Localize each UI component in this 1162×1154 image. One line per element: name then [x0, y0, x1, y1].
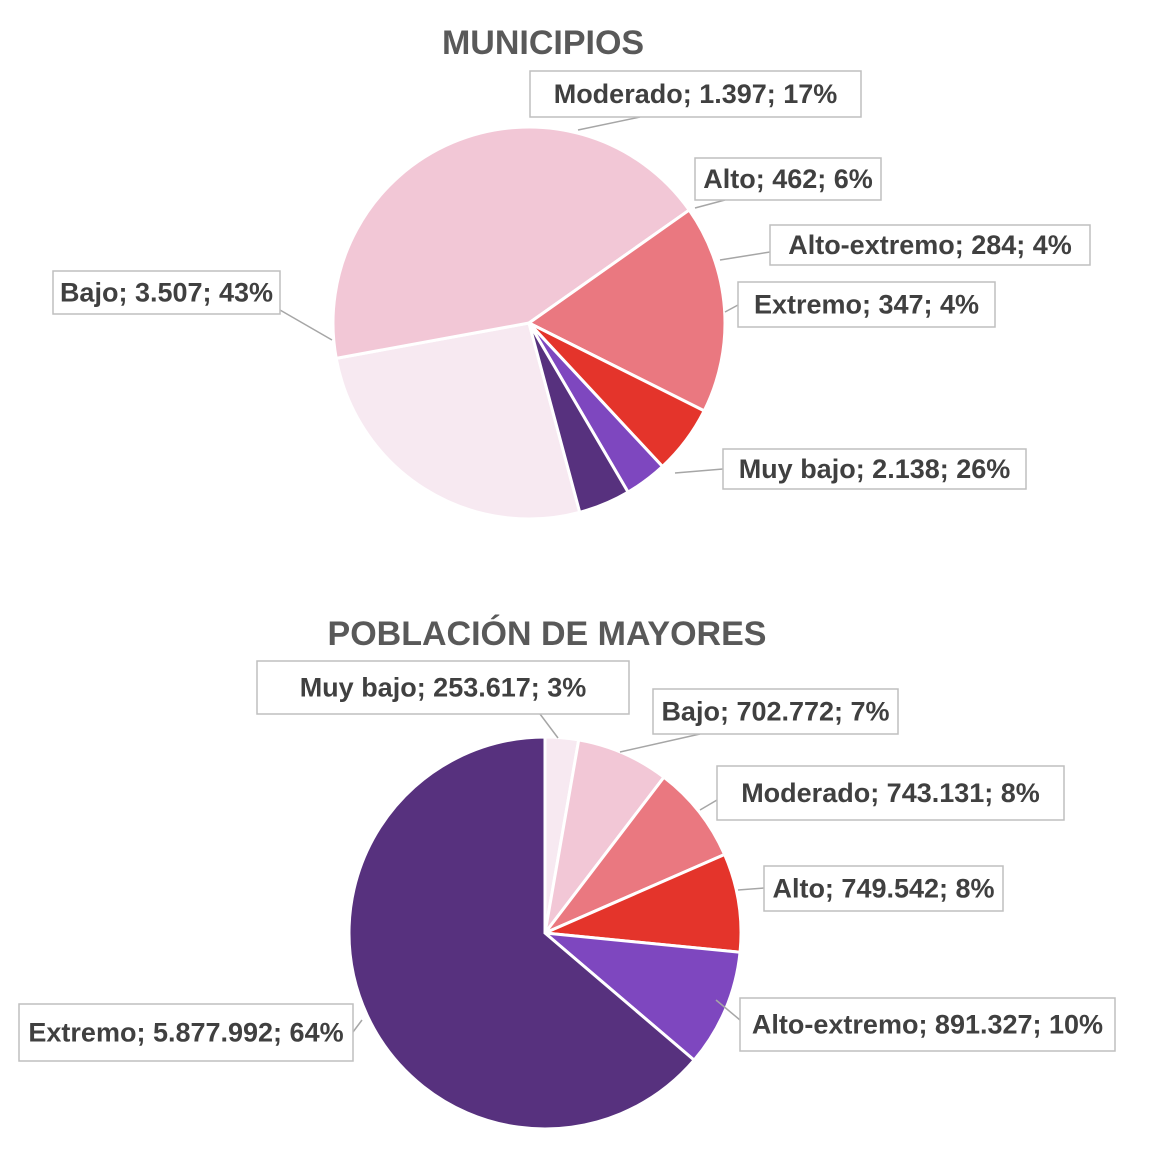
data-label-moderado: Moderado; 1.397; 17% [554, 79, 838, 109]
data-label-box-alto-extremo [739, 997, 1116, 1052]
pie-poblacion-mayores: Muy bajo; 253.617; 3% Bajo; 702.772; 7% Mo… [18, 660, 1116, 1131]
leader-line-muy-bajo [674, 468, 724, 474]
leader-line-bajo [619, 733, 701, 753]
data-label-extremo: Extremo; 5.877.992; 64% [28, 1018, 343, 1048]
leader-line-moderado [577, 116, 641, 131]
data-label-box-bajo [52, 270, 281, 315]
data-label-box-alto-extremo [769, 224, 1091, 266]
data-label-box-extremo [18, 1003, 354, 1062]
data-label-moderado: Moderado; 743.131; 8% [741, 778, 1040, 808]
data-label-bajo: Bajo; 702.772; 7% [661, 697, 889, 727]
leader-line-alto-extremo [715, 999, 741, 1021]
data-label-muy-bajo: Muy bajo; 253.617; 3% [300, 673, 587, 703]
pie-municipios: Muy bajo; 2.138; 26% Bajo; 3.507; 43% Mode… [52, 70, 1091, 521]
data-label-extremo: Extremo; 347; 4% [754, 290, 979, 320]
data-label-alto: Alto; 749.542; 8% [772, 874, 994, 904]
pie-slice-extremo [527, 322, 631, 515]
pie-slice-alto-extremo [540, 931, 742, 1063]
pie-slice-bajo [543, 738, 667, 934]
pie-slice-muy-bajo [334, 321, 582, 521]
leader-line-bajo [279, 309, 333, 341]
leader-line-alto [737, 887, 765, 891]
data-label-box-moderado [716, 765, 1065, 821]
leader-line-muy-bajo [539, 713, 559, 739]
pie-slice-bajo [331, 125, 692, 361]
chart-title-municipios: MUNICIPIOS [442, 24, 644, 62]
pie-slice-extremo [347, 735, 697, 1131]
data-label-box-alto [763, 865, 1004, 912]
data-label-box-extremo [737, 281, 996, 328]
data-label-bajo: Bajo; 3.507; 43% [60, 278, 273, 308]
data-label-box-bajo [652, 688, 899, 735]
chart-title-poblacion: POBLACIÓN DE MAYORES [328, 615, 767, 653]
leader-line-alto [694, 199, 726, 209]
pie-slice-moderado [526, 207, 727, 413]
leader-line-extremo [352, 1019, 363, 1033]
data-label-alto-extremo: Alto-extremo; 284; 4% [788, 230, 1072, 260]
data-label-alto: Alto; 462; 6% [703, 164, 873, 194]
data-label-box-moderado [529, 70, 862, 118]
leader-line-alto-extremo [719, 251, 771, 261]
pie-slice-moderado [540, 775, 727, 937]
data-label-muy-bajo: Muy bajo; 2.138; 26% [739, 454, 1011, 484]
pie-slice-alto [539, 852, 743, 954]
data-label-box-alto [694, 157, 882, 201]
leader-line-extremo [724, 304, 739, 313]
data-label-alto-extremo: Alto-extremo; 891.327; 10% [752, 1010, 1103, 1040]
data-label-box-muy-bajo [256, 660, 630, 715]
leader-line-moderado [699, 799, 718, 811]
data-label-box-muy-bajo [722, 448, 1027, 490]
